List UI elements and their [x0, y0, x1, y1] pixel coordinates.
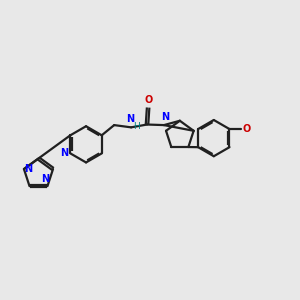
Text: N: N — [161, 112, 169, 122]
Text: N: N — [126, 114, 134, 124]
Text: H: H — [134, 122, 140, 131]
Text: O: O — [145, 95, 153, 105]
Text: N: N — [41, 174, 49, 184]
Text: N: N — [60, 148, 68, 158]
Text: N: N — [25, 164, 33, 174]
Text: O: O — [242, 124, 251, 134]
